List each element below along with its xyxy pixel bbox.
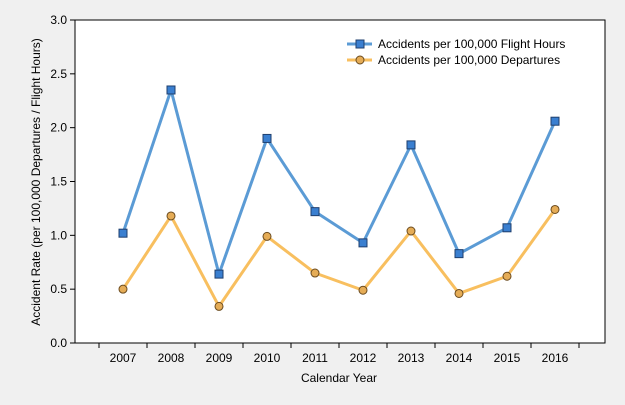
x-axis-title: Calendar Year	[301, 371, 377, 385]
legend-label: Accidents per 100,000 Departures	[378, 53, 560, 67]
data-point-circle	[118, 284, 128, 294]
series-line-1	[121, 88, 557, 276]
data-point-circle	[214, 301, 224, 311]
legend-label: Accidents per 100,000 Flight Hours	[378, 37, 565, 51]
data-point-square	[550, 116, 560, 126]
x-tick-label: 2011	[302, 351, 328, 365]
legend: Accidents per 100,000 Flight Hours Accide…	[347, 37, 565, 67]
x-tick-label: 2012	[350, 351, 377, 365]
y-tick-label: 3.0	[50, 13, 67, 27]
legend-marker-square	[355, 39, 365, 49]
x-tick-label: 2009	[206, 351, 233, 365]
data-point-square	[166, 85, 176, 95]
y-tick-label: 2.5	[50, 67, 67, 81]
data-point-circle	[166, 211, 176, 221]
x-tick-label: 2014	[446, 351, 473, 365]
plot-area	[74, 19, 606, 344]
data-point-circle	[406, 226, 416, 236]
y-tick-label: 1.0	[50, 228, 67, 242]
y-tick-label: 0.0	[50, 336, 67, 350]
data-point-circle	[358, 285, 368, 295]
data-point-square	[406, 140, 416, 150]
data-point-square	[454, 249, 464, 259]
data-point-circle	[454, 288, 464, 298]
data-point-square	[502, 223, 512, 233]
data-point-circle	[550, 204, 560, 214]
data-point-circle	[262, 231, 272, 241]
data-point-square	[262, 133, 272, 143]
legend-marker-circle	[355, 55, 365, 65]
data-point-square	[358, 238, 368, 248]
x-tick-label: 2016	[542, 351, 569, 365]
series-markers	[118, 85, 560, 311]
x-axis: 2007 2008 2009 2010 2011 2012 2013 2014 2015 2016	[98, 343, 580, 365]
x-tick-label: 2007	[110, 351, 137, 365]
x-tick-label: 2010	[254, 351, 281, 365]
x-tick-label: 2015	[494, 351, 521, 365]
data-point-square	[118, 228, 128, 238]
y-tick-label: 0.5	[50, 282, 67, 296]
x-tick-label: 2013	[398, 351, 425, 365]
y-axis: 0.0 0.5 1.0 1.5 2.0 2.5 3.0	[50, 13, 75, 350]
y-tick-label: 2.0	[50, 121, 67, 135]
data-point-circle	[502, 271, 512, 281]
series-line-2	[121, 208, 557, 308]
data-point-square	[310, 207, 320, 217]
series-lines	[121, 88, 557, 308]
x-tick-label: 2008	[158, 351, 185, 365]
y-axis-title: Accident Rate (per 100,000 Departures / …	[29, 38, 43, 325]
data-point-circle	[310, 268, 320, 278]
y-tick-label: 1.5	[50, 175, 67, 189]
data-point-square	[214, 269, 224, 279]
